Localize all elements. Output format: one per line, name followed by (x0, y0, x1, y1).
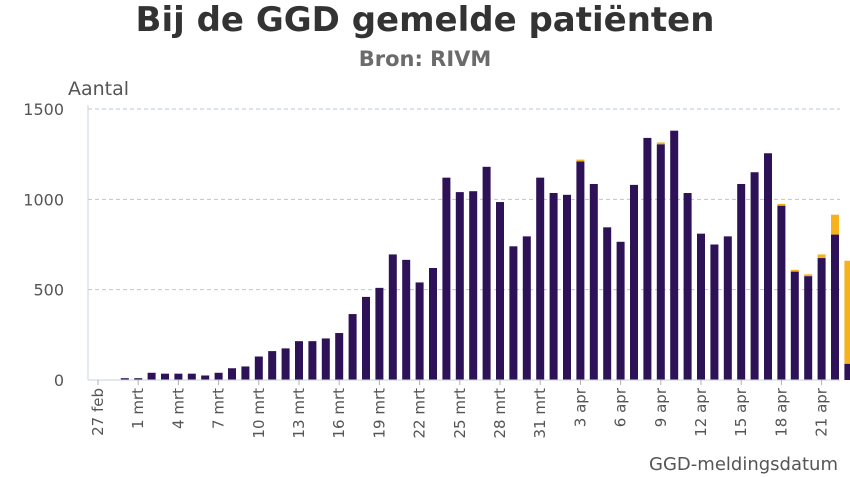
bar-base (509, 246, 518, 380)
y-axis-label: Aantal (68, 78, 129, 100)
bar-base (228, 368, 236, 380)
bar-base (710, 244, 719, 380)
bar-base (563, 194, 571, 380)
bar-base (348, 314, 357, 380)
bar-base (777, 205, 786, 380)
bar-base (134, 378, 143, 380)
bar-base (455, 192, 464, 380)
bar-base (616, 241, 625, 380)
x-tick-label: 6 apr (612, 387, 630, 427)
x-tick-label: 7 mrt (210, 388, 228, 429)
bar-increment (777, 203, 786, 206)
bar-base (536, 177, 545, 380)
x-tick-label: 19 mrt (370, 388, 388, 439)
bar-base (295, 341, 303, 380)
bar-base (750, 172, 759, 380)
bar-base (174, 373, 183, 380)
x-tick-label: 21 apr (813, 387, 831, 437)
bar-base (120, 378, 129, 380)
bar-base (817, 258, 826, 380)
x-tick-label: 22 mrt (411, 388, 429, 439)
bar-base (549, 193, 558, 380)
bar-base (187, 373, 196, 380)
x-tick-label: 16 mrt (330, 388, 348, 439)
x-tick-label: 12 apr (692, 387, 710, 437)
bar-increment (831, 214, 839, 235)
y-tick-label: 0 (54, 371, 64, 390)
bar-base (469, 191, 478, 380)
bar-increment (804, 274, 813, 277)
x-tick-label: 28 mrt (491, 388, 509, 439)
bar-base (630, 184, 638, 380)
bar-increment (576, 159, 585, 162)
bar-base (161, 373, 169, 380)
bar-base (589, 183, 598, 380)
bar-base (790, 271, 799, 380)
bar-base (522, 236, 531, 380)
bar-base (415, 282, 424, 380)
y-tick-label: 1000 (23, 190, 64, 209)
bar-base (281, 348, 290, 380)
x-tick-label: 27 feb (89, 388, 107, 436)
bar-base (335, 333, 344, 380)
bar-base (723, 236, 732, 380)
bar-base (804, 276, 813, 380)
bars (120, 130, 850, 380)
y-tick-label: 1500 (23, 100, 64, 119)
x-tick-label: 13 mrt (290, 388, 308, 439)
bar-base (737, 183, 746, 380)
bar-base (683, 193, 692, 380)
bar-increment (656, 142, 665, 145)
x-tick-label: 10 mrt (250, 388, 268, 439)
x-tick-label: 18 apr (772, 387, 790, 437)
bar-base (147, 372, 156, 380)
x-axis-ticks: 27 feb 1 mrt 4 mrt 7 mrt 10 mrt 13 mrt 16 mrt 1… (89, 380, 831, 439)
chart-title: Bij de GGD gemelde patiënten (135, 0, 715, 40)
bar-base (656, 144, 665, 380)
bar-base (643, 137, 652, 380)
bar-base (388, 254, 397, 380)
y-tick-label: 500 (33, 281, 64, 300)
bar-base (831, 234, 839, 380)
y-axis-ticks: 0 500 1000 1500 (23, 100, 64, 390)
bar-base (308, 341, 317, 380)
x-tick-label: 3 apr (571, 387, 589, 427)
x-axis-label: GGD-meldingsdatum (649, 454, 838, 475)
bar-base (254, 356, 263, 380)
bar-base (241, 366, 250, 380)
bar-base (375, 287, 384, 380)
chart-subtitle: Bron: RIVM (358, 47, 492, 71)
bar-base (697, 233, 705, 380)
x-tick-label: 25 mrt (451, 388, 469, 439)
bar-increment (844, 260, 850, 364)
bar-base (764, 153, 772, 380)
x-tick-label: 1 mrt (129, 388, 147, 429)
bar-base (603, 227, 612, 380)
x-tick-label: 15 apr (732, 387, 750, 437)
x-tick-label: 4 mrt (169, 388, 187, 429)
bar-base (844, 363, 850, 380)
bar-base (201, 375, 210, 380)
bar-base (670, 130, 679, 380)
bar-base (496, 202, 504, 380)
bar-base (576, 161, 585, 380)
bar-base (429, 267, 437, 380)
bar-base (442, 177, 451, 380)
bar-base (214, 372, 223, 380)
bar-increment (790, 269, 799, 272)
bar-base (402, 259, 411, 380)
bar-increment (817, 254, 826, 259)
x-tick-label: 31 mrt (531, 388, 549, 439)
x-tick-label: 9 apr (652, 387, 670, 427)
bar-base (362, 296, 370, 380)
bar-base (268, 351, 277, 380)
bar-base (482, 166, 491, 380)
bar-base (321, 338, 330, 380)
